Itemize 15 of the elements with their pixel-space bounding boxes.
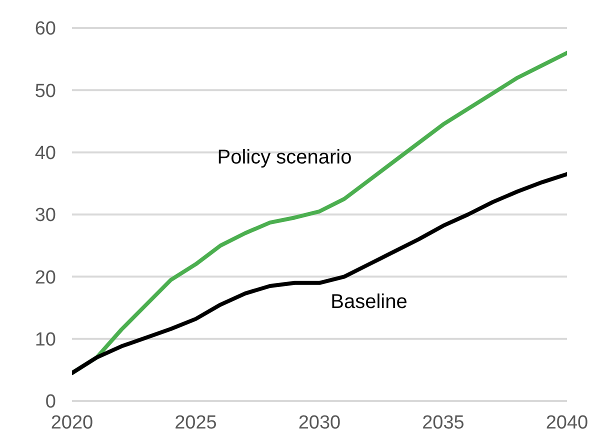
y-tick-label: 0 xyxy=(45,392,56,413)
y-tick-label: 60 xyxy=(34,18,56,40)
x-tick-label: 2030 xyxy=(298,412,341,434)
y-tick-label: 50 xyxy=(34,80,56,102)
y-tick-label: 30 xyxy=(34,205,56,226)
x-tick-label: 2020 xyxy=(50,412,94,434)
y-tick-label: 20 xyxy=(34,267,56,288)
x-tick-label: 2025 xyxy=(174,412,217,434)
x-tick-label: 2040 xyxy=(546,412,588,434)
y-tick-label: 40 xyxy=(34,143,56,164)
line-series xyxy=(72,172,567,376)
series-label: Baseline xyxy=(330,291,408,314)
y-tick-label: 10 xyxy=(34,330,56,351)
series-label: Policy scenario xyxy=(217,146,352,168)
x-tick-label: 2035 xyxy=(422,412,464,434)
